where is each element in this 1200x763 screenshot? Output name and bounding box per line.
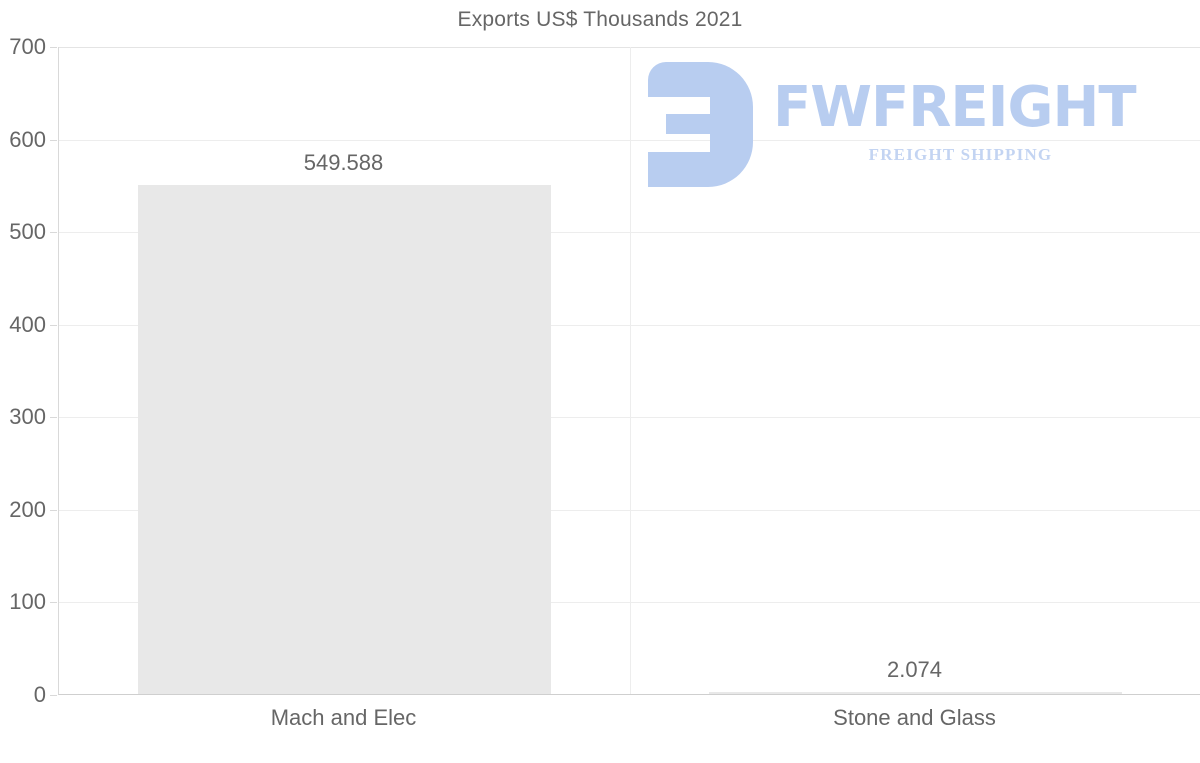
y-axis-tick-label: 500	[9, 219, 46, 245]
gridline-horizontal	[59, 324, 1200, 326]
gridline-horizontal	[59, 602, 1200, 604]
chart-title: Exports US$ Thousands 2021	[457, 8, 743, 31]
x-axis-tick-label: Stone and Glass	[833, 705, 996, 730]
gridline-horizontal	[59, 417, 1200, 419]
y-axis-tick-label: 600	[9, 126, 46, 152]
gridline-horizontal	[59, 139, 1200, 141]
bar-value-label: 549.588	[303, 150, 384, 176]
y-axis-tick-label: 300	[9, 404, 46, 430]
bar[interactable]	[137, 185, 552, 694]
y-axis-tick-mark	[50, 324, 57, 326]
bar[interactable]	[708, 692, 1123, 694]
y-axis-tick-mark	[50, 47, 57, 48]
gridline-horizontal	[59, 509, 1200, 511]
y-axis-tick-mark	[50, 232, 57, 234]
y-axis-tick-label: 200	[9, 496, 46, 522]
y-axis-tick-label: 0	[33, 682, 46, 707]
y-axis-tick-label: 100	[9, 589, 46, 615]
y-axis-tick-label: 700	[9, 34, 46, 59]
y-axis-tick-mark	[50, 602, 57, 604]
gridline-horizontal	[59, 232, 1200, 234]
y-axis-tick-label: 400	[9, 311, 46, 337]
y-axis-tick-mark	[50, 139, 57, 141]
y-axis-tick-mark	[50, 417, 57, 419]
plot-area	[58, 47, 1200, 695]
gridline-horizontal	[59, 47, 1200, 48]
y-axis-tick-mark	[50, 509, 57, 511]
gridline-vertical	[630, 47, 631, 694]
y-axis-tick-mark	[50, 695, 57, 696]
bar-value-label: 2.074	[886, 657, 943, 682]
x-axis-tick-label: Mach and Elec	[270, 705, 417, 730]
